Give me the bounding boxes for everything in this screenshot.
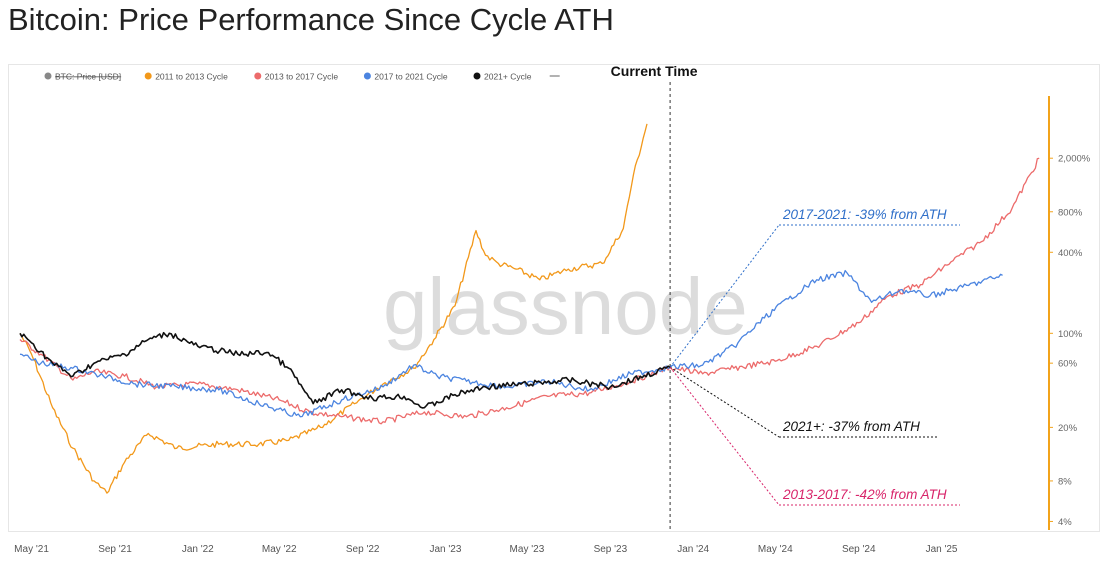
- annotation-leader: [669, 366, 780, 506]
- y-tick-label: 800%: [1058, 207, 1083, 218]
- legend-item-btc[interactable]: BTC: Price [USD]: [44, 72, 122, 82]
- annotation-leader: [669, 366, 780, 438]
- legend-item-c2011[interactable]: 2011 to 2013 Cycle: [144, 72, 228, 82]
- y-tick-label: 4%: [1058, 517, 1072, 528]
- series-line-c2021: [19, 331, 671, 409]
- annotation-annotation_2017: 2017-2021: -39% from ATH: [669, 207, 960, 368]
- series-line-c2011: [19, 123, 648, 494]
- annotation-annotation_2013: 2013-2017: -42% from ATH: [669, 366, 960, 506]
- legend-marker: [44, 72, 52, 80]
- x-tick-label: Sep '21: [98, 544, 132, 555]
- y-tick-label: 20%: [1058, 423, 1078, 434]
- legend-marker: [254, 72, 262, 80]
- x-tick-label: May '21: [14, 544, 49, 555]
- annotation-text: 2013-2017: -42% from ATH: [782, 487, 947, 502]
- legend-marker: [144, 72, 152, 80]
- annotation-text: 2021+: -37% from ATH: [782, 419, 920, 434]
- annotation-annotation_2021: 2021+: -37% from ATH: [669, 366, 938, 438]
- legend-label: 2021+ Cycle: [484, 72, 532, 82]
- annotations: 2017-2021: -39% from ATH 2021+: -37% from…: [669, 207, 960, 506]
- x-tick-label: Jan '23: [430, 544, 462, 555]
- chart-frame: glassnode BTC: Price [USD] 2011 to 2013 C…: [8, 63, 1100, 562]
- legend-label: 2017 to 2021 Cycle: [374, 72, 448, 82]
- legend: BTC: Price [USD] 2011 to 2013 Cycle 2013 t…: [44, 72, 560, 82]
- legend-item-c2013[interactable]: 2013 to 2017 Cycle: [254, 72, 338, 82]
- y-axis: 2,000% 800% 400% 100% 60% 20% 8% 4%: [1049, 154, 1091, 528]
- legend-marker: [363, 72, 371, 80]
- x-tick-label: Sep '22: [346, 544, 380, 555]
- x-tick-label: Sep '24: [842, 544, 876, 555]
- series-line-c2013: [19, 157, 1040, 425]
- series-line-c2017: [19, 269, 1003, 418]
- series-layer: [19, 123, 1040, 494]
- y-tick-label: 2,000%: [1058, 154, 1091, 165]
- legend-item-c2021[interactable]: 2021+ Cycle: [473, 72, 532, 82]
- legend-item-c2017[interactable]: 2017 to 2021 Cycle: [363, 72, 448, 82]
- y-tick-label: 400%: [1058, 248, 1083, 259]
- legend-label: BTC: Price [USD]: [55, 72, 121, 82]
- x-axis: May '21 Sep '21 Jan '22 May '22 Sep '22 Jan '…: [14, 544, 958, 555]
- x-tick-label: May '22: [262, 544, 297, 555]
- x-tick-label: Jan '25: [926, 544, 958, 555]
- y-tick-label: 60%: [1058, 359, 1078, 370]
- chart: glassnode BTC: Price [USD] 2011 to 2013 C…: [8, 63, 1100, 555]
- x-tick-label: Jan '22: [182, 544, 214, 555]
- x-tick-label: Sep '23: [594, 544, 628, 555]
- x-tick-label: May '24: [758, 544, 793, 555]
- legend-marker: [473, 72, 481, 80]
- y-tick-label: 8%: [1058, 476, 1072, 487]
- x-tick-label: Jan '24: [677, 544, 709, 555]
- current-time-label: Current Time: [611, 64, 698, 79]
- y-tick-label: 100%: [1058, 329, 1083, 340]
- page-title: Bitcoin: Price Performance Since Cycle A…: [8, 2, 614, 37]
- legend-label: 2013 to 2017 Cycle: [265, 72, 339, 82]
- legend-label: 2011 to 2013 Cycle: [155, 72, 228, 82]
- annotation-leader: [669, 224, 780, 368]
- watermark: glassnode: [383, 262, 748, 351]
- x-tick-label: May '23: [510, 544, 545, 555]
- annotation-text: 2017-2021: -39% from ATH: [782, 207, 947, 222]
